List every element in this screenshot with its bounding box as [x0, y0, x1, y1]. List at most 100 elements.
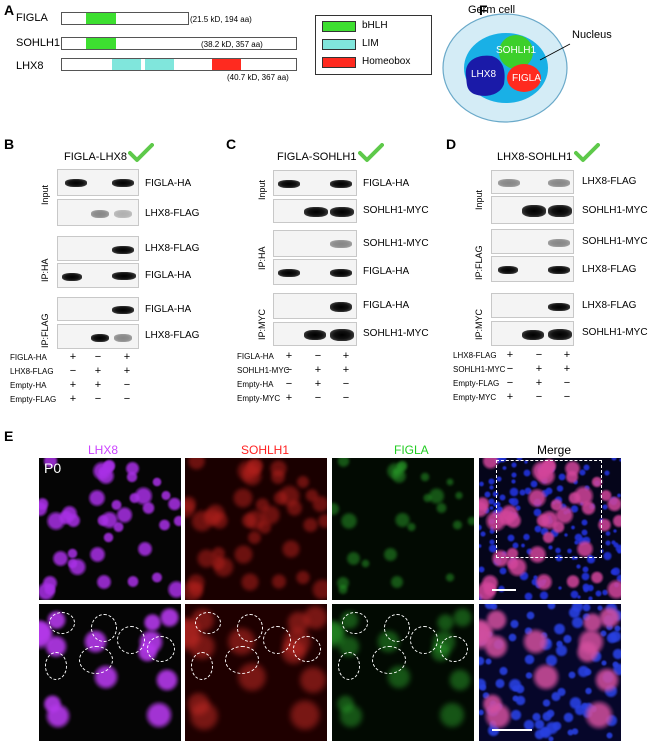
cell-nucleus [534, 729, 545, 740]
blot-strip [57, 199, 139, 226]
blot-strip [273, 170, 357, 196]
cell-nucleus [479, 619, 496, 651]
group-label-ip-flag: IP:FLAG [40, 313, 50, 348]
band [278, 269, 300, 277]
cell-nucleus [338, 584, 349, 595]
cell-nucleus [512, 695, 520, 703]
cell-nucleus [600, 489, 613, 502]
cell-nucleus [452, 519, 463, 531]
cell-nucleus [509, 497, 520, 507]
blot-title-c: FIGLA-SOHLH1 [277, 151, 357, 163]
cell-nucleus [602, 504, 608, 510]
cell-nucleus [500, 504, 519, 524]
cell-nucleus [501, 465, 507, 471]
cell-nucleus [611, 514, 621, 529]
cell-nucleus [590, 475, 604, 489]
cell-nucleus [389, 574, 404, 589]
cell-nucleus [158, 518, 171, 532]
band [548, 205, 572, 217]
cell-nucleus [533, 524, 543, 533]
cell-outline [372, 646, 406, 674]
cell-nucleus [522, 718, 535, 731]
cell-nucleus [554, 505, 575, 525]
cell-nucleus [523, 486, 533, 496]
cell-nucleus [167, 496, 181, 512]
cell-nucleus [590, 571, 604, 585]
cell-nucleus [479, 543, 482, 549]
cell-nucleus [340, 512, 358, 530]
condition-mark: + [563, 349, 571, 361]
micro-bottom-merge [479, 604, 621, 741]
blot-strip [491, 321, 574, 346]
cell-nucleus [233, 544, 254, 565]
cell-nucleus [613, 528, 618, 534]
cell-nucleus [530, 480, 539, 489]
cell-nucleus [572, 485, 595, 507]
band [112, 179, 134, 187]
band [112, 246, 134, 254]
cell-nucleus [567, 729, 574, 736]
row-label: LHX8-FLAG [145, 330, 200, 341]
channel-label-lhx8: LHX8 [88, 443, 119, 457]
condition-mark: + [314, 364, 322, 376]
cell-nucleus [557, 585, 562, 590]
cell-nucleus [125, 471, 138, 484]
cell-nucleus [427, 487, 446, 505]
protein-info-sohlh1: (38.2 kD, 357 aa) [201, 40, 263, 49]
cell-nucleus [542, 531, 556, 545]
blot-strip [491, 196, 574, 224]
micro-top-figla [332, 458, 474, 600]
condition-label: Empty-MYC [237, 394, 281, 403]
cell-nucleus [520, 543, 526, 548]
legend-label-homeobox: Homeobox [362, 56, 411, 67]
cell-nucleus [603, 469, 611, 477]
condition-mark: − [535, 391, 543, 403]
cell-nucleus [489, 505, 494, 511]
cell-nucleus [539, 590, 549, 600]
cell-nucleus [531, 663, 560, 692]
cell-nucleus [422, 493, 433, 503]
cell-nucleus [494, 678, 505, 689]
condition-mark: + [69, 379, 77, 391]
cell-nucleus [96, 514, 110, 527]
condition-label: LHX8-FLAG [10, 367, 54, 376]
group-label-ip-ha: IP:HA [40, 258, 50, 282]
cell-nucleus [212, 555, 235, 579]
check-icon [358, 143, 384, 162]
condition-mark: − [123, 379, 131, 391]
condition-mark: + [94, 365, 102, 377]
protein-name-figla: FIGLA [16, 12, 48, 24]
cell-nucleus [95, 573, 112, 590]
cell-nucleus [587, 584, 595, 592]
condition-mark: − [563, 391, 571, 403]
cell-outline [225, 646, 259, 674]
cell-nucleus [395, 461, 408, 473]
germ-cell-title: Germ cell [468, 4, 516, 16]
cell-nucleus [600, 659, 608, 667]
cell-nucleus [337, 702, 364, 729]
cell-nucleus [599, 630, 607, 638]
cell-nucleus [142, 612, 163, 633]
cell-nucleus [554, 547, 561, 554]
condition-mark: − [69, 365, 77, 377]
micro-top-sohlh1 [185, 458, 327, 600]
cell-nucleus [161, 490, 172, 501]
group-label-input: Input [474, 189, 484, 210]
cell-nucleus [573, 703, 586, 716]
band [498, 266, 518, 274]
panel-label-d: D [446, 136, 457, 152]
cell-nucleus [277, 484, 302, 508]
legend-swatch-homeobox [322, 57, 356, 68]
cell-nucleus [499, 567, 507, 575]
cell-nucleus [616, 493, 621, 498]
protein-name-sohlh1: SOHLH1 [16, 37, 61, 49]
cell-nucleus [510, 479, 516, 485]
panel-label-f: F [479, 2, 488, 18]
band [330, 329, 354, 341]
cell-nucleus [145, 700, 173, 729]
cell-nucleus [406, 522, 417, 533]
condition-mark: + [69, 393, 77, 405]
cell-nucleus [496, 475, 503, 482]
blot-strip [491, 256, 574, 282]
cell-nucleus [185, 499, 196, 519]
